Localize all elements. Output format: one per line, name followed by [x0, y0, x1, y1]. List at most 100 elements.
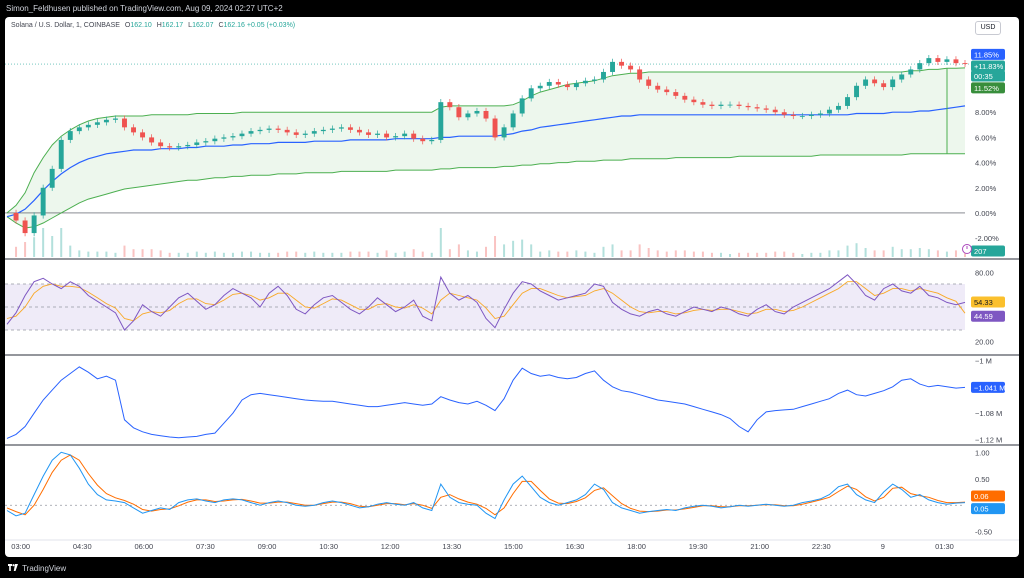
candle-body[interactable] [474, 110, 480, 114]
candle-body[interactable] [944, 59, 950, 62]
candle-body[interactable] [122, 118, 127, 128]
candle-body[interactable] [655, 85, 661, 90]
candle-body[interactable] [836, 105, 841, 110]
candle-body[interactable] [799, 116, 805, 117]
candle-body[interactable] [691, 99, 697, 103]
candle-body[interactable] [501, 127, 507, 138]
candle-body[interactable] [212, 138, 218, 142]
candle-body[interactable] [890, 79, 896, 88]
candle-body[interactable] [311, 131, 317, 134]
candle-body[interactable] [591, 79, 597, 81]
candle-body[interactable] [935, 58, 941, 62]
candle-body[interactable] [754, 107, 760, 109]
candle-body[interactable] [582, 80, 588, 84]
candle-body[interactable] [167, 146, 173, 148]
candle-body[interactable] [772, 109, 778, 113]
candle-body[interactable] [709, 104, 715, 106]
candles[interactable] [13, 54, 968, 237]
candle-body[interactable] [601, 71, 606, 80]
chart-svg[interactable]: 8.00% 6.00% 4.00% 2.00% 0.00% -2.00% 11.85% +11… [5, 17, 1019, 557]
candle-body[interactable] [628, 65, 634, 70]
rsi-pane[interactable]: 80.00 20.00 54.33 44.59 [5, 269, 1019, 356]
candle-body[interactable] [456, 107, 462, 118]
candle-body[interactable] [203, 141, 209, 143]
time-axis[interactable]: 03:00 04:30 06:00 07:30 09:00 10:30 12:00 13:30… [5, 539, 1019, 551]
candle-body[interactable] [610, 61, 615, 72]
cumulative-pane[interactable]: −1 M −1.08 M −1.12 M −1.041 M [5, 356, 1019, 446]
oscillator-line[interactable] [6, 451, 966, 520]
candle-body[interactable] [727, 104, 733, 106]
candle-body[interactable] [112, 118, 118, 120]
candle-body[interactable] [546, 82, 552, 86]
band-lower-line[interactable] [6, 153, 965, 229]
candle-body[interactable] [176, 146, 182, 148]
candle-body[interactable] [917, 63, 923, 70]
candle-body[interactable] [745, 105, 751, 108]
candle-body[interactable] [899, 74, 905, 80]
rsi-line[interactable] [6, 274, 966, 331]
candle-body[interactable] [411, 133, 417, 139]
candle-body[interactable] [13, 212, 19, 221]
candle-body[interactable] [854, 85, 860, 98]
candle-body[interactable] [447, 102, 453, 108]
candle-body[interactable] [483, 110, 489, 119]
tradingview-logo-icon[interactable] [8, 560, 20, 578]
candle-body[interactable] [248, 131, 254, 134]
candle-body[interactable] [465, 113, 471, 118]
candle-body[interactable] [302, 133, 308, 135]
candle-body[interactable] [429, 139, 435, 142]
candle-body[interactable] [76, 127, 82, 132]
symbol-legend[interactable]: Solana / U.S. Dollar, 1, COINBASE O162.1… [11, 22, 295, 29]
oscillator-pane[interactable]: 1.00 0.50 -0.50 0.06 0.05 [5, 448, 1005, 537]
candle-body[interactable] [646, 79, 652, 86]
candle-body[interactable] [239, 133, 245, 137]
candle-body[interactable] [329, 128, 335, 130]
candle-body[interactable] [664, 89, 670, 93]
candle-body[interactable] [564, 84, 570, 88]
candle-body[interactable] [266, 128, 272, 130]
band-upper-line[interactable] [6, 67, 966, 214]
candle-body[interactable] [510, 113, 516, 128]
candle-body[interactable] [94, 122, 100, 125]
candle-body[interactable] [700, 102, 706, 105]
candle-body[interactable] [103, 119, 109, 123]
candle-body[interactable] [85, 124, 91, 128]
symbol-name[interactable]: Solana / U.S. Dollar, 1, COINBASE [11, 22, 120, 29]
candle-body[interactable] [826, 109, 832, 114]
candle-body[interactable] [817, 113, 823, 115]
candle-body[interactable] [366, 132, 371, 135]
candle-body[interactable] [637, 69, 643, 80]
candle-body[interactable] [528, 88, 534, 99]
rsi-ma-line[interactable] [6, 281, 966, 322]
candle-body[interactable] [619, 61, 625, 66]
candle-body[interactable] [140, 132, 146, 138]
candle-body[interactable] [845, 97, 850, 106]
signal-line[interactable] [6, 454, 966, 516]
candle-body[interactable] [402, 133, 408, 137]
candle-body[interactable] [230, 136, 236, 138]
candle-body[interactable] [194, 142, 200, 145]
price-pane[interactable]: 8.00% 6.00% 4.00% 2.00% 0.00% -2.00% 11.85% +11… [5, 48, 1019, 260]
chart-canvas[interactable]: 8.00% 6.00% 4.00% 2.00% 0.00% -2.00% 11.85% +11… [5, 17, 1019, 557]
candle-body[interactable] [962, 63, 968, 65]
candle-body[interactable] [781, 112, 787, 115]
candle-body[interactable] [320, 129, 326, 132]
candle-body[interactable] [185, 144, 191, 147]
candle-body[interactable] [31, 215, 37, 234]
candle-body[interactable] [22, 220, 28, 234]
candle-body[interactable] [673, 92, 679, 96]
candle-body[interactable] [718, 104, 724, 106]
candle-body[interactable] [808, 114, 814, 117]
candle-body[interactable] [682, 95, 688, 100]
candle-body[interactable] [221, 137, 227, 139]
tradingview-logo-text[interactable]: TradingView [22, 564, 67, 573]
candle-body[interactable] [908, 69, 914, 75]
candle-body[interactable] [347, 127, 353, 130]
candle-body[interactable] [555, 82, 561, 85]
candle-body[interactable] [438, 102, 444, 140]
candle-body[interactable] [131, 127, 136, 133]
currency-button[interactable]: USD [975, 21, 1001, 35]
candle-body[interactable] [357, 129, 362, 133]
alert-clock-icon[interactable] [962, 244, 972, 254]
candle-body[interactable] [872, 79, 878, 84]
